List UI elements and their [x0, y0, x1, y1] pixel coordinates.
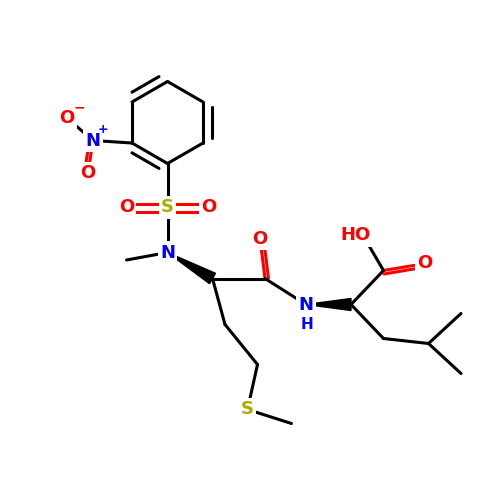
- Text: +: +: [98, 123, 108, 136]
- Text: S: S: [161, 198, 174, 216]
- Text: O: O: [80, 164, 96, 182]
- Text: S: S: [241, 400, 254, 418]
- Text: HO: HO: [340, 226, 370, 244]
- Polygon shape: [168, 252, 216, 284]
- Text: N: N: [86, 132, 100, 150]
- Polygon shape: [306, 298, 351, 310]
- Text: O: O: [417, 254, 432, 272]
- Text: −: −: [74, 100, 86, 114]
- Text: N: N: [298, 296, 314, 314]
- Text: O: O: [201, 198, 216, 216]
- Text: O: O: [252, 230, 268, 248]
- Text: O: O: [60, 109, 74, 127]
- Text: N: N: [160, 244, 175, 262]
- Text: O: O: [119, 198, 134, 216]
- Text: H: H: [300, 317, 314, 332]
